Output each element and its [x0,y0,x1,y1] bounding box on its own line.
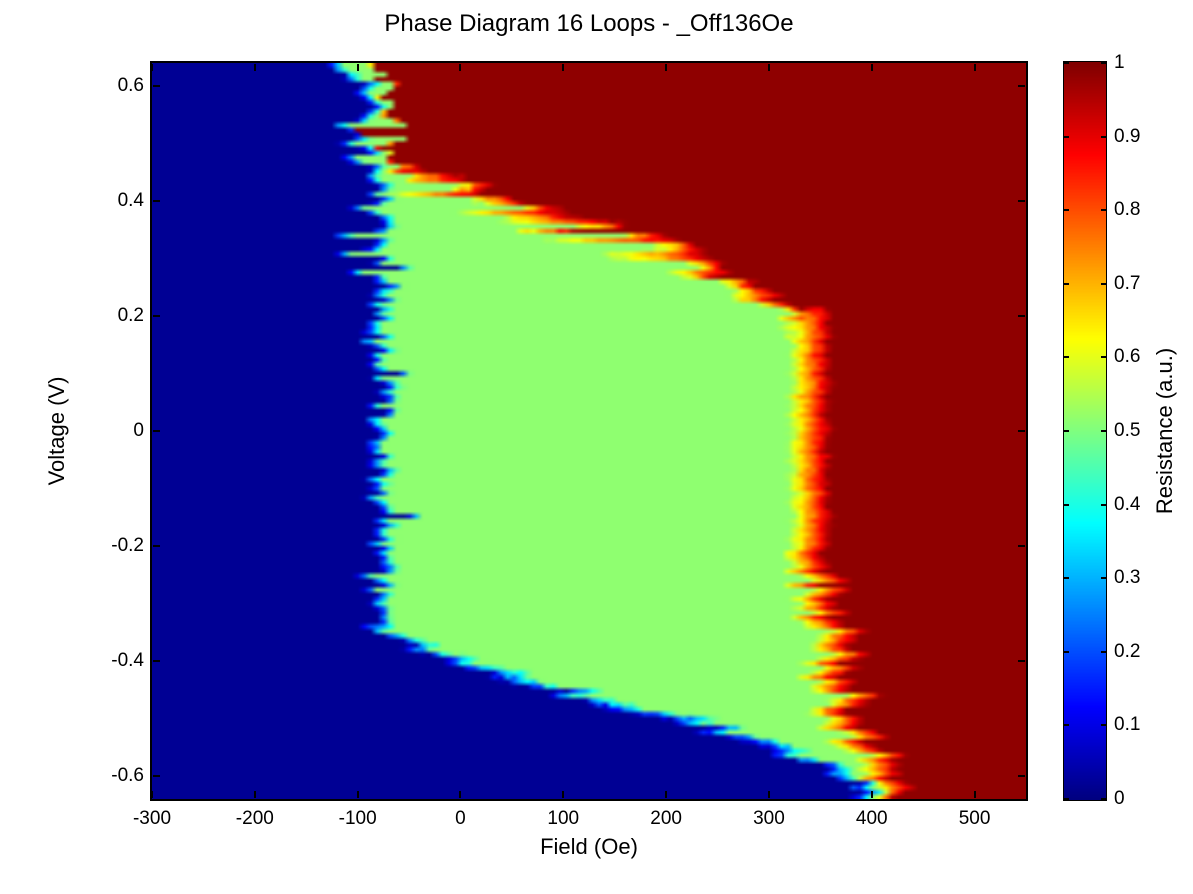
colorbar-tick-label: 0.5 [1114,420,1141,441]
y-tick-mark-right [1018,315,1025,317]
y-tick-mark [153,775,160,777]
x-tick-label: 300 [753,808,785,829]
y-tick-mark [153,200,160,202]
colorbar-tick-mark [1064,650,1069,653]
x-tick-mark [973,791,976,798]
x-tick-label: -100 [338,808,377,829]
x-tick-mark-top [151,64,153,71]
x-tick-label: 100 [547,808,580,829]
colorbar-tick-label: 0 [1114,788,1125,809]
colorbar-tick-mark [1064,135,1069,138]
y-tick-mark-right [1018,200,1025,202]
x-tick-mark-top [870,64,873,71]
y-tick-mark [153,430,160,432]
colorbar-tick-mark [1064,356,1069,359]
y-axis-label: Voltage (V) [44,376,69,486]
y-tick-mark [153,85,160,87]
colorbar-tick-mark-right [1101,650,1106,653]
x-tick-mark-top [665,64,668,71]
x-tick-mark [459,791,462,798]
y-tick-mark-right [1018,85,1025,87]
colorbar-tick-label: 0.1 [1114,714,1141,736]
y-tick-label: 0.4 [117,190,144,211]
colorbar-tick-label: 0.2 [1114,640,1141,662]
x-tick-mark-top [459,64,462,71]
x-tick-mark [767,791,770,798]
y-tick-label: 0.6 [117,75,144,96]
y-tick-label: -0.6 [111,765,144,786]
x-tick-label: 400 [855,808,888,829]
y-tick-mark-right [1018,775,1025,777]
chart-title: Phase Diagram 16 Loops - _Off136Oe [384,10,794,37]
colorbar-tick-mark-right [1101,62,1106,64]
colorbar-tick-mark [1064,430,1069,432]
x-tick-mark-top [356,64,359,71]
x-tick-mark [356,791,359,798]
colorbar-tick-label: 0.3 [1114,567,1141,589]
colorbar-tick-label: 0.6 [1114,346,1141,368]
colorbar-tick-mark [1064,282,1069,285]
colorbar-tick-mark-right [1101,798,1106,800]
x-axis-label: Field (Oe) [540,834,638,859]
colorbar-tick-mark [1064,503,1069,506]
colorbar-tick-label: 0.4 [1114,493,1141,515]
x-tick-mark-top [767,64,770,71]
y-tick-label: 0 [133,420,144,441]
x-tick-mark-top [562,64,565,71]
colorbar-tick-mark-right [1101,282,1106,285]
colorbar [1063,61,1107,801]
colorbar-tick-mark [1064,209,1069,212]
y-tick-mark [153,660,160,662]
x-tick-mark [870,791,873,798]
x-tick-mark-top [253,64,256,71]
colorbar-tick-mark-right [1101,135,1106,138]
colorbar-tick-mark [1064,798,1069,800]
colorbar-tick-mark-right [1101,577,1106,580]
x-tick-mark [562,791,565,798]
colorbar-tick-label: 1 [1114,52,1125,73]
colorbar-tick-label: 0.7 [1114,272,1141,294]
heatmap-canvas [152,63,1026,799]
colorbar-tick-mark-right [1101,724,1106,727]
y-tick-label: 0.2 [117,305,144,326]
x-tick-mark [665,791,668,798]
y-tick-mark-right [1018,660,1025,662]
y-tick-mark [153,545,160,547]
x-tick-mark-top [973,64,976,71]
colorbar-canvas [1064,62,1106,800]
x-tick-mark [151,791,153,798]
x-tick-mark [253,791,256,798]
x-tick-label: 500 [958,808,991,829]
x-tick-label: 0 [455,808,466,829]
colorbar-tick-label: 0.8 [1114,199,1141,221]
colorbar-tick-mark-right [1101,209,1106,212]
colorbar-tick-mark-right [1101,356,1106,359]
x-tick-label: -300 [132,808,172,829]
x-tick-label: 200 [650,808,682,829]
colorbar-tick-mark [1064,577,1069,580]
colorbar-tick-mark [1064,62,1069,64]
colorbar-tick-label: 0.9 [1114,125,1141,147]
colorbar-tick-mark-right [1101,430,1106,432]
y-tick-mark-right [1018,430,1025,432]
colorbar-tick-mark [1064,724,1069,727]
y-tick-mark [153,315,160,317]
colorbar-tick-mark-right [1101,503,1106,506]
y-tick-label: -0.2 [111,535,144,556]
y-tick-label: -0.4 [111,650,144,671]
y-tick-mark-right [1018,545,1025,547]
plot-area [150,61,1028,801]
x-tick-label: -200 [235,808,274,829]
